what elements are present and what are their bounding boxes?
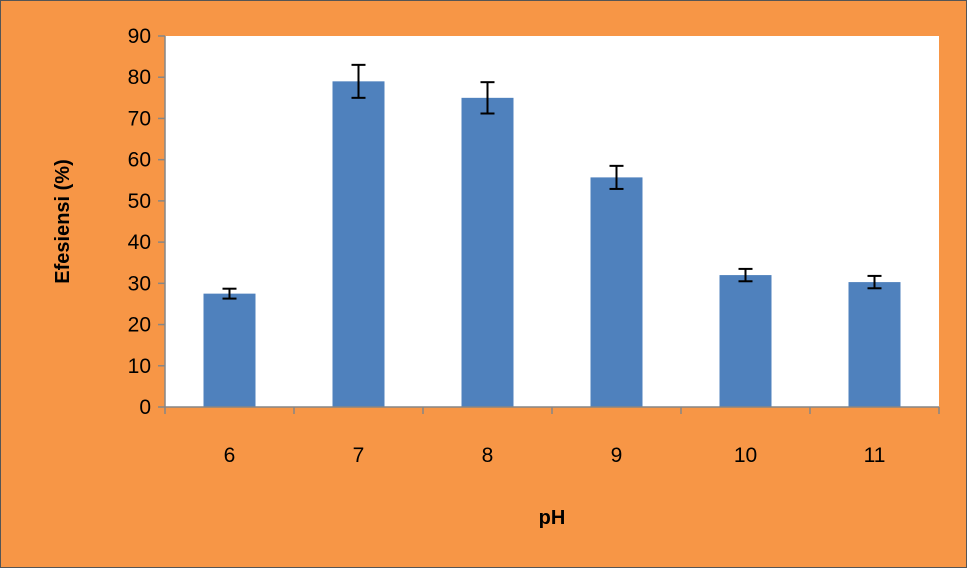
bar <box>332 81 385 407</box>
x-tick-label: 6 <box>224 444 236 467</box>
x-tick-label: 7 <box>353 444 365 467</box>
x-tick-label: 8 <box>482 444 494 467</box>
error-bar <box>351 63 366 99</box>
error-bar <box>222 287 237 300</box>
x-tick-label: 9 <box>611 444 623 467</box>
x-tick-label: 10 <box>734 444 757 467</box>
y-tick-label: 30 <box>128 272 151 295</box>
y-tick-label: 50 <box>128 190 151 213</box>
plot-area <box>165 36 939 407</box>
y-tick-label: 0 <box>139 396 151 419</box>
bar <box>590 177 643 407</box>
y-tick-label: 70 <box>128 107 151 130</box>
y-tick-label: 20 <box>128 314 151 337</box>
bar <box>203 293 256 407</box>
x-axis-title: pH <box>539 507 566 529</box>
error-bar <box>867 274 882 290</box>
error-bar <box>609 164 624 190</box>
bar <box>461 97 514 407</box>
x-tick-label: 11 <box>864 444 886 467</box>
axes-layer <box>158 35 940 414</box>
error-bar <box>738 267 753 283</box>
y-tick-label: 90 <box>128 25 151 48</box>
bar <box>848 282 901 407</box>
bars-layer <box>203 63 901 407</box>
y-axis-title: Efesiensi (%) <box>52 159 74 283</box>
bar <box>719 275 772 407</box>
y-tick-label: 80 <box>128 66 151 89</box>
error-bar <box>480 81 495 115</box>
y-tick-label: 60 <box>128 149 151 172</box>
labels-layer: 0 10 20 30 40 50 60 70 80 90 6 7 8 9 10 11 <box>128 25 886 467</box>
y-tick-label: 10 <box>128 355 151 378</box>
y-tick-label: 40 <box>128 231 151 254</box>
